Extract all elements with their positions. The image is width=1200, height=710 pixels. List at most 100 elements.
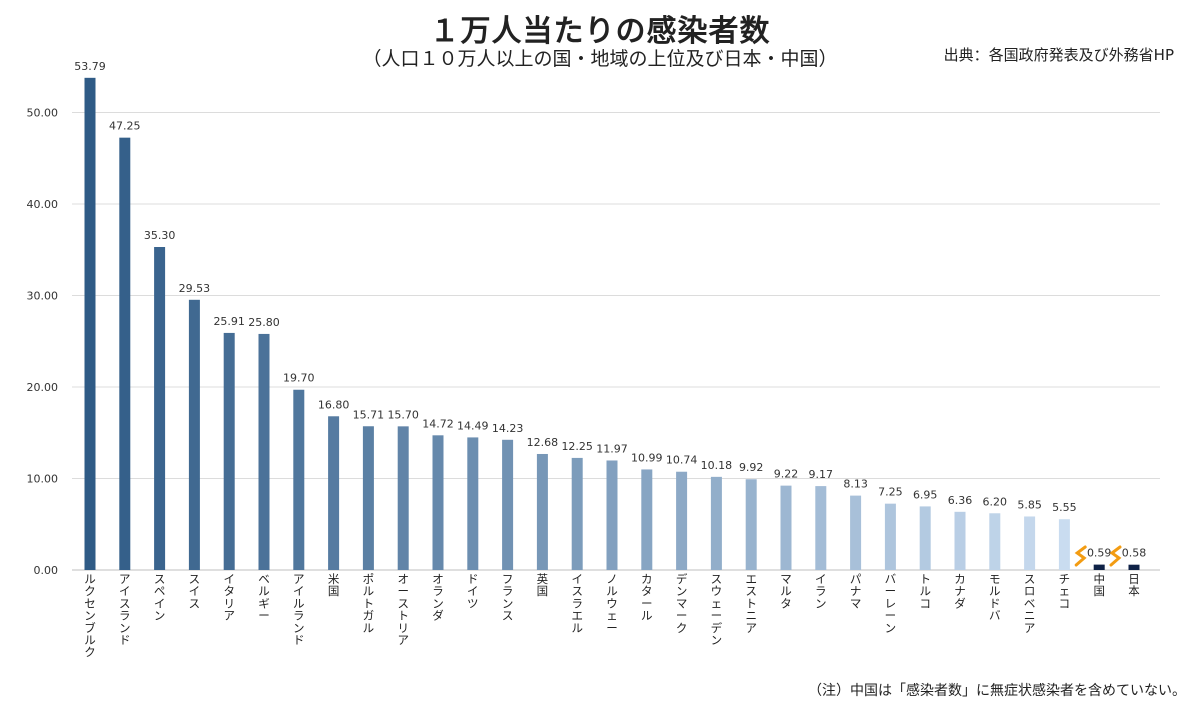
category-label: アイスランド: [119, 572, 131, 647]
value-label: 53.79: [74, 60, 106, 73]
category-label: ベルギー: [258, 572, 270, 623]
chart-subtitle: （人口１０万人以上の国・地域の上位及び日本・中国）: [362, 48, 838, 70]
bar: [362, 426, 374, 570]
value-label: 11.97: [596, 442, 628, 455]
bar: [154, 247, 166, 570]
footnote: （注）中国は「感染者数」に無症状感染者を含めていない。: [808, 683, 1186, 699]
category-label: イタリア: [223, 572, 235, 623]
category-label: スペイン: [154, 572, 166, 623]
value-label: 15.70: [387, 408, 419, 421]
value-label: 29.53: [179, 282, 211, 295]
value-label: 14.23: [492, 422, 524, 435]
bar: [850, 495, 862, 570]
category-label: アイルランド: [293, 572, 305, 647]
bar: [188, 299, 200, 570]
category-label: イスラエル: [571, 572, 583, 635]
category-label: カナダ: [954, 572, 966, 610]
bar: [989, 513, 1001, 570]
bar: [293, 389, 305, 570]
y-tick-label: 10.00: [27, 473, 59, 486]
category-label: スイス: [189, 572, 201, 610]
category-label: モルドバ: [989, 572, 1001, 623]
value-label: 6.36: [948, 494, 973, 507]
value-label: 0.59: [1087, 547, 1112, 560]
bar: [467, 437, 479, 570]
value-label: 12.68: [527, 436, 559, 449]
value-label: 9.22: [774, 468, 799, 481]
axis-break-mark: [1109, 545, 1122, 567]
chart-title: １万人当たりの感染者数: [429, 14, 771, 49]
bar: [223, 332, 235, 570]
bar: [432, 435, 444, 570]
category-label: スロベニア: [1024, 572, 1036, 635]
category-label: トルコ: [919, 572, 931, 610]
bar: [710, 476, 722, 570]
bar: [641, 469, 653, 570]
value-label: 35.30: [144, 229, 176, 242]
bar: [954, 511, 966, 570]
value-label: 9.17: [809, 468, 834, 481]
category-label: カタール: [641, 572, 653, 623]
value-label: 8.13: [843, 478, 868, 491]
value-label: 10.99: [631, 451, 663, 464]
value-label: 10.74: [666, 454, 698, 467]
y-tick-label: 20.00: [27, 381, 59, 394]
category-label: ノルウェー: [606, 572, 618, 635]
y-tick-label: 0.00: [34, 564, 59, 577]
category-label: ルクセンブルク: [84, 572, 96, 659]
bar: [676, 471, 688, 570]
value-label: 14.49: [457, 419, 489, 432]
category-label: 英国: [537, 572, 549, 598]
bar: [884, 503, 896, 570]
bar: [571, 457, 583, 570]
category-label: フランス: [502, 572, 514, 623]
bar: [258, 333, 270, 570]
value-label: 14.72: [422, 417, 454, 430]
category-label: 中国: [1093, 572, 1105, 598]
bar: [919, 506, 931, 570]
axis-break-mark: [1074, 545, 1087, 567]
category-label: 日本: [1128, 572, 1140, 598]
value-label: 9.92: [739, 461, 764, 474]
value-label: 25.80: [248, 316, 280, 329]
source-note: 出典：各国政府発表及び外務省HP: [943, 46, 1174, 64]
bar: [1024, 516, 1036, 570]
value-label: 6.95: [913, 488, 938, 501]
value-label: 16.80: [318, 398, 350, 411]
value-label: 19.70: [283, 372, 315, 385]
category-label: 米国: [328, 572, 340, 598]
category-label: パナマ: [850, 572, 862, 610]
value-label: 15.71: [353, 408, 385, 421]
category-label: エストニア: [745, 572, 757, 635]
bar: [1058, 519, 1070, 570]
category-label: ドイツ: [467, 572, 479, 610]
y-tick-label: 50.00: [27, 107, 59, 120]
bar: [606, 460, 618, 570]
category-label: オランダ: [432, 572, 444, 623]
bar: [1093, 564, 1105, 570]
value-label: 6.20: [983, 495, 1008, 508]
value-label: 5.55: [1052, 501, 1077, 514]
value-label: 25.91: [213, 315, 245, 328]
bar: [119, 137, 131, 570]
category-label: マルタ: [780, 572, 792, 610]
category-label: バーレーン: [885, 572, 897, 635]
category-label: イラン: [815, 572, 827, 610]
category-label: オーストリア: [397, 572, 409, 647]
bar: [815, 486, 827, 570]
category-label: チェコ: [1059, 572, 1071, 610]
y-tick-label: 40.00: [27, 198, 59, 211]
y-tick-label: 30.00: [27, 290, 59, 303]
bar: [502, 439, 514, 570]
value-label: 7.25: [878, 486, 903, 499]
bar: [84, 77, 96, 570]
category-label: ポルトガル: [363, 572, 375, 635]
value-label: 0.58: [1122, 547, 1147, 560]
bar: [536, 453, 548, 570]
value-label: 10.18: [701, 459, 733, 472]
value-label: 47.25: [109, 120, 141, 133]
bar: [397, 426, 409, 570]
value-label: 12.25: [561, 440, 593, 453]
bar: [780, 485, 792, 570]
